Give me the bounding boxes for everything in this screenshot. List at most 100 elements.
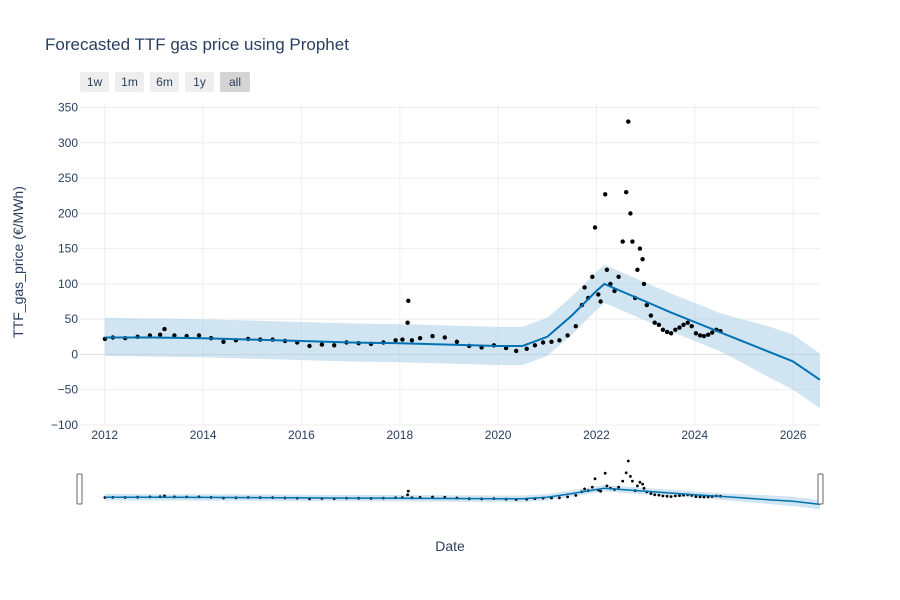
mini-price-point [605,484,609,488]
range-button-bg [80,72,109,92]
price-point [706,332,711,337]
price-point [540,340,546,345]
mini-price-point [629,475,632,478]
mini-price-point [649,492,653,495]
y-tick-label: −100 [51,418,78,432]
price-point [157,332,163,337]
actual-price-points [102,119,723,354]
range-button-label: 1w [87,75,103,89]
mini-price-point [694,495,698,498]
x-tick-label: 2022 [583,428,610,442]
mini-price-point [617,485,620,489]
mini-price-point [678,494,681,497]
price-point [514,348,519,354]
price-point [524,346,529,351]
range-button-6m[interactable]: 6m [150,72,179,92]
price-point [644,302,649,308]
range-button-1w[interactable]: 1w [80,72,109,92]
price-point [612,288,617,294]
range-button-bg [150,72,179,92]
range-button-1y[interactable]: 1y [185,72,214,92]
price-point [624,190,629,195]
range-button-label: 1m [121,75,138,89]
x-tick-label: 2016 [288,428,315,442]
x-axis-label: Date [435,538,465,554]
mini-price-point [583,487,586,491]
x-tick-label: 2026 [780,428,807,442]
price-point [147,333,153,338]
mini-price-point [406,489,410,493]
price-point [172,333,177,338]
price-point [332,343,337,348]
x-tick-label: 2018 [386,428,413,442]
price-point [635,267,640,272]
mini-price-point [638,480,642,484]
y-gridlines [80,107,820,426]
price-point [628,211,633,216]
mini-price-point [574,494,578,497]
price-point [590,274,595,279]
price-point [656,322,662,327]
x-tick-label: 2014 [190,428,217,442]
mini-price-point [636,484,639,488]
range-button-label: 6m [156,75,173,89]
price-point [693,331,699,336]
x-tick-label: 2024 [681,428,708,442]
price-point [598,299,603,304]
y-tick-label: 250 [58,171,78,185]
price-point [596,292,601,297]
range-button-label: 1y [193,75,206,89]
range-button-all[interactable]: all [220,72,250,92]
price-point [603,192,608,197]
mini-price-point [702,495,706,499]
range-selector: 1w 1m 6m 1y all [80,72,250,92]
mini-price-point [641,482,644,486]
price-point [532,343,538,348]
range-button-1m[interactable]: 1m [115,72,144,92]
price-point [409,338,415,343]
y-axis-label: TTF_gas_price (€/MWh) [10,186,26,338]
y-tick-label: 200 [58,206,78,220]
y-tick-label: 350 [58,101,78,115]
range-slider-line [104,487,821,506]
price-point [697,333,703,338]
x-axis-ticks: 2012 2014 2016 2018 2020 2022 2024 2026 [91,428,806,442]
range-slider[interactable] [76,459,824,510]
y-tick-label: −50 [58,383,79,397]
price-point [417,336,423,341]
price-point [620,239,625,244]
price-point [582,285,587,290]
price-point [652,320,657,325]
mini-price-point [665,494,669,498]
price-point [673,327,678,332]
mini-price-point [669,495,673,498]
range-slider-right-handle[interactable] [817,473,824,505]
chart-title: Forecasted TTF gas price using Prophet [45,35,349,54]
range-button-bg [115,72,144,92]
price-point [681,322,686,327]
price-point [668,331,674,336]
price-point [648,313,654,318]
mini-price-point [603,471,607,475]
mini-price-point [642,486,646,490]
mini-price-point [593,477,597,481]
price-point [406,298,411,303]
price-point [637,246,643,251]
y-tick-label: 300 [58,136,78,150]
mini-price-point [653,493,657,497]
mini-price-point [406,493,409,497]
price-point [630,239,635,244]
y-axis-ticks: 350 300 250 200 150 100 50 0 −50 −100 [51,101,78,432]
price-point [573,324,578,329]
price-point [660,327,666,332]
y-tick-label: 0 [71,347,78,361]
mini-price-point [657,493,661,497]
price-point [641,281,647,287]
price-point [454,339,460,344]
price-point [162,326,167,332]
price-point [405,320,410,325]
range-button-bg [220,72,250,92]
x-tick-label: 2012 [91,428,118,442]
range-slider-left-handle[interactable] [76,473,83,505]
